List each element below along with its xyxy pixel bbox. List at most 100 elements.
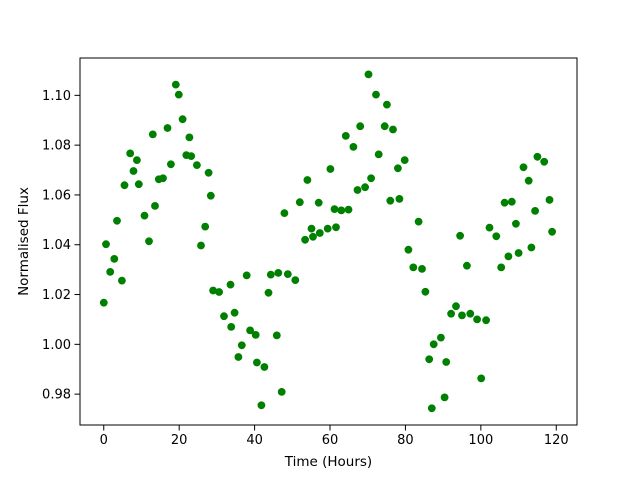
data-point xyxy=(364,70,373,79)
data-point xyxy=(283,270,292,278)
x-tick-label: 80 xyxy=(397,433,414,448)
data-point xyxy=(400,156,409,165)
data-point xyxy=(201,222,210,231)
data-point xyxy=(458,311,466,320)
data-point xyxy=(178,115,187,124)
data-point xyxy=(307,224,316,233)
data-point xyxy=(174,90,183,99)
data-point xyxy=(230,308,239,317)
data-point xyxy=(215,288,224,296)
data-point xyxy=(497,263,506,272)
data-point xyxy=(527,243,536,252)
data-point xyxy=(163,124,172,132)
data-point xyxy=(151,202,159,210)
data-point xyxy=(500,198,509,207)
x-tick-label: 60 xyxy=(322,433,339,448)
x-tick-label: 0 xyxy=(100,433,108,448)
data-point xyxy=(386,196,395,205)
data-point xyxy=(274,269,283,277)
data-point xyxy=(512,219,520,228)
data-points-layer xyxy=(99,70,556,413)
data-point xyxy=(159,174,167,183)
data-point xyxy=(323,224,332,233)
data-point xyxy=(167,160,175,169)
data-point xyxy=(253,358,261,367)
data-point xyxy=(187,152,196,161)
data-point xyxy=(437,333,445,342)
data-point xyxy=(204,168,213,177)
x-axis-ticks: 0 20 40 60 80 100 120 xyxy=(100,425,569,448)
y-tick-label: 1.06 xyxy=(42,188,71,203)
data-point xyxy=(295,198,304,207)
data-point xyxy=(277,388,286,396)
data-point xyxy=(246,326,255,335)
data-point xyxy=(227,323,236,331)
y-axis-ticks: 0.98 1.00 1.02 1.04 1.06 1.08 1.10 xyxy=(42,89,80,403)
data-point xyxy=(519,163,528,172)
data-point xyxy=(272,331,281,340)
data-point xyxy=(485,223,494,232)
data-point xyxy=(134,180,143,189)
data-point xyxy=(440,393,449,402)
data-point xyxy=(507,197,516,206)
data-point xyxy=(332,223,340,232)
data-point xyxy=(372,90,380,99)
data-point xyxy=(301,235,309,244)
data-point xyxy=(482,316,490,325)
data-point xyxy=(118,276,126,285)
data-point xyxy=(442,358,451,366)
data-point xyxy=(113,216,121,225)
data-point xyxy=(102,240,110,249)
data-point xyxy=(353,186,362,194)
data-point xyxy=(421,287,430,296)
data-point xyxy=(395,195,404,203)
y-tick-label: 1.04 xyxy=(42,238,71,253)
data-point xyxy=(418,265,426,273)
data-point xyxy=(99,298,108,307)
data-point xyxy=(193,161,201,170)
data-point xyxy=(309,232,317,241)
data-point xyxy=(425,355,434,364)
data-point xyxy=(326,165,335,173)
data-point xyxy=(106,268,115,276)
data-point xyxy=(171,80,180,89)
x-tick-label: 100 xyxy=(468,433,493,448)
data-point xyxy=(314,198,323,207)
data-point xyxy=(133,156,141,165)
data-point xyxy=(531,207,539,215)
data-point xyxy=(330,205,339,214)
data-point xyxy=(206,191,215,200)
data-point xyxy=(447,309,455,318)
data-point xyxy=(148,130,157,139)
data-point xyxy=(389,125,397,134)
data-point xyxy=(226,280,235,289)
data-point xyxy=(344,205,353,214)
data-point xyxy=(540,157,549,166)
data-point xyxy=(456,231,464,240)
data-point xyxy=(291,276,300,284)
data-point xyxy=(409,263,418,272)
y-tick-label: 0.98 xyxy=(42,388,71,403)
data-point xyxy=(383,100,391,109)
data-point xyxy=(361,183,369,192)
data-point xyxy=(414,217,423,226)
data-point xyxy=(197,241,205,250)
data-point xyxy=(367,174,375,183)
data-point xyxy=(140,211,149,220)
data-point xyxy=(427,404,436,413)
data-point xyxy=(349,143,358,151)
data-point xyxy=(429,340,438,349)
data-point xyxy=(374,150,383,159)
data-point xyxy=(394,164,402,173)
data-point xyxy=(533,152,542,161)
data-point xyxy=(315,229,324,237)
x-tick-label: 120 xyxy=(544,433,569,448)
data-point xyxy=(356,122,365,131)
data-point xyxy=(303,176,312,184)
data-point xyxy=(237,341,246,350)
data-point xyxy=(548,227,556,236)
data-point xyxy=(452,302,460,311)
data-point xyxy=(466,309,475,318)
